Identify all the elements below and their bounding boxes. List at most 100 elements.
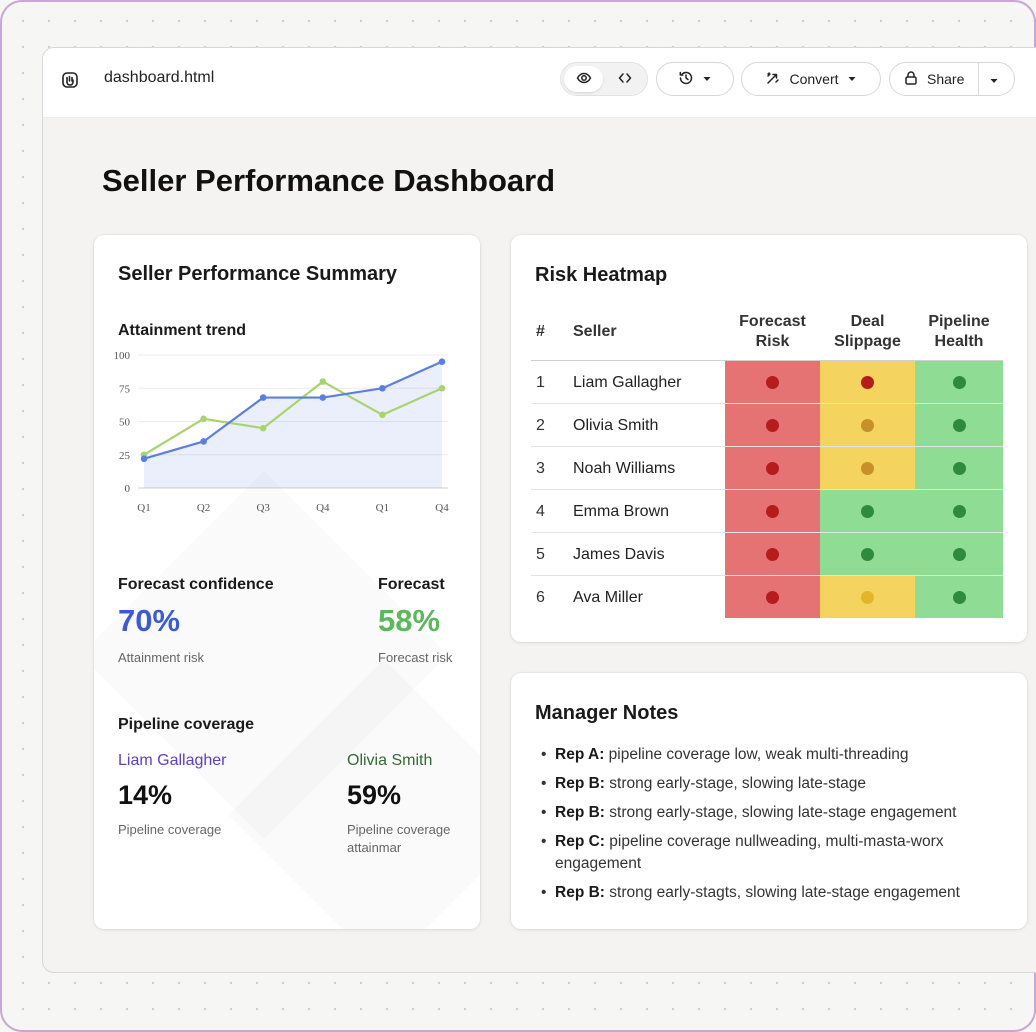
status-dot: [952, 461, 966, 475]
x-tick-label: Q4: [435, 502, 449, 514]
share-button[interactable]: Share: [889, 62, 1015, 96]
forecast-label: Forecast: [378, 576, 445, 593]
pipeline-right-value: 59%: [347, 780, 402, 810]
heatmap-cell-red: [725, 404, 820, 446]
heatmap-row: 3 Noah Williams: [531, 446, 1003, 489]
note-text: strong early-stage, slowing late-stage e…: [604, 804, 957, 821]
seller-name: James Davis: [573, 546, 665, 563]
seller-name: Noah Williams: [573, 460, 676, 477]
summary-title: Seller Performance Summary: [118, 263, 398, 285]
status-dot: [766, 418, 779, 432]
hand-icon[interactable]: [58, 68, 82, 92]
history-icon: [678, 70, 694, 89]
y-tick-label: 100: [114, 350, 131, 362]
x-tick-label: Q2: [197, 502, 210, 514]
status-dot: [861, 590, 874, 604]
heatmap-cell-green: [820, 533, 915, 575]
status-dot: [861, 461, 874, 475]
pipeline-coverage-label: Pipeline coverage: [118, 716, 255, 733]
forecast-caption: Forecast risk: [378, 650, 453, 665]
series-area: [144, 361, 442, 488]
convert-label: Convert: [789, 71, 839, 87]
preview-window: dashboard.html: [42, 47, 1036, 973]
chart-label: Attainment trend: [118, 322, 246, 339]
seller-name: Liam Gallagher: [573, 374, 682, 391]
y-tick-label: 50: [119, 417, 131, 429]
data-point: [200, 438, 207, 445]
x-tick-label: Q3: [256, 502, 270, 514]
heatmap-cell-yellow: [820, 447, 915, 489]
eye-icon: [576, 70, 592, 89]
heatmap-cell-red: [725, 576, 820, 618]
status-dot: [952, 418, 966, 432]
note-item: Rep C: pipeline coverage nullweading, mu…: [539, 831, 999, 875]
forecast-confidence-value: 70%: [118, 603, 181, 638]
risk-heatmap-card: Risk Heatmap # Seller Forecast Risk Deal…: [511, 235, 1027, 642]
row-number: 3: [536, 460, 545, 477]
note-rep: Rep B:: [555, 775, 605, 792]
preview-mode-button[interactable]: [564, 66, 603, 92]
seller-name: Ava Miller: [573, 589, 643, 606]
heatmap-cell-red: [725, 361, 820, 403]
note-text: pipeline coverage nullweading, multi-mas…: [555, 833, 944, 872]
note-item: Rep A: pipeline coverage low, weak multi…: [539, 744, 999, 766]
code-icon: [617, 70, 633, 89]
chevron-down-icon: [702, 71, 712, 87]
note-item: Rep B: strong early-stage, slowing late-…: [539, 773, 999, 795]
chevron-down-icon[interactable]: [989, 73, 999, 89]
series-line: [143, 380, 443, 456]
pipeline-right-caption: Pipeline coverage attainmar: [347, 822, 451, 855]
data-point: [379, 411, 386, 419]
x-tick-label: Q4: [316, 502, 330, 514]
heatmap-title: Risk Heatmap: [535, 264, 668, 286]
heatmap-cell-green: [915, 404, 1003, 446]
notes-title: Manager Notes: [535, 702, 679, 724]
header-num: #: [536, 323, 545, 340]
x-tick-label: Q1: [376, 502, 389, 514]
code-mode-button[interactable]: [605, 66, 644, 92]
header-seller: Seller: [573, 323, 617, 340]
heatmap-cell-green: [915, 533, 1003, 575]
status-dot: [861, 375, 874, 389]
heatmap-cell-green: [915, 576, 1003, 618]
data-point: [379, 384, 386, 392]
data-point: [438, 384, 446, 392]
data-point: [259, 424, 267, 432]
page-title: Seller Performance Dashboard: [102, 163, 556, 198]
note-item: Rep B: strong early-stage, slowing late-…: [539, 802, 999, 824]
heatmap-cell-yellow: [820, 404, 915, 446]
series-line: [143, 360, 443, 460]
data-point: [140, 455, 148, 463]
seller-name: Olivia Smith: [573, 417, 659, 434]
header-deal-slippage: Deal Slippage: [834, 313, 901, 350]
convert-button[interactable]: Convert: [741, 62, 881, 96]
status-dot: [952, 504, 966, 518]
status-dot: [952, 590, 966, 604]
row-number: 4: [536, 503, 545, 520]
note-text: strong early-stage, slowing late-stage: [604, 775, 867, 792]
header-pipeline-health: Pipeline Health: [928, 313, 990, 350]
heatmap-row: 5 James Davis: [531, 532, 1003, 575]
status-dot: [861, 547, 874, 561]
status-dot: [952, 375, 966, 389]
pipeline-left-caption: Pipeline coverage: [118, 822, 222, 837]
chevron-down-icon: [847, 71, 857, 87]
history-button[interactable]: [656, 62, 734, 96]
status-dot: [766, 547, 779, 561]
status-dot: [766, 461, 779, 475]
header-forecast-risk: Forecast Risk: [739, 313, 806, 350]
heatmap-cell-red: [725, 490, 820, 532]
data-point: [319, 394, 327, 401]
status-dot: [766, 590, 779, 604]
note-rep: Rep B:: [555, 884, 605, 901]
heatmap-cell-red: [725, 533, 820, 575]
row-number: 2: [536, 417, 545, 434]
notes-list: Rep A: pipeline coverage low, weak multi…: [539, 744, 999, 911]
line-chart-svg: 0 25 50 75 100 Q1 Q2 Q3 Q4 Q1 Q4: [114, 350, 450, 514]
pipeline-left-name: Liam Gallagher: [118, 752, 227, 769]
pipeline-left-value: 14%: [118, 780, 173, 810]
seller-name: Emma Brown: [573, 503, 670, 520]
row-number: 5: [536, 546, 545, 563]
note-item: Rep B: strong early-stagts, slowing late…: [539, 882, 999, 904]
share-divider: [978, 63, 979, 95]
